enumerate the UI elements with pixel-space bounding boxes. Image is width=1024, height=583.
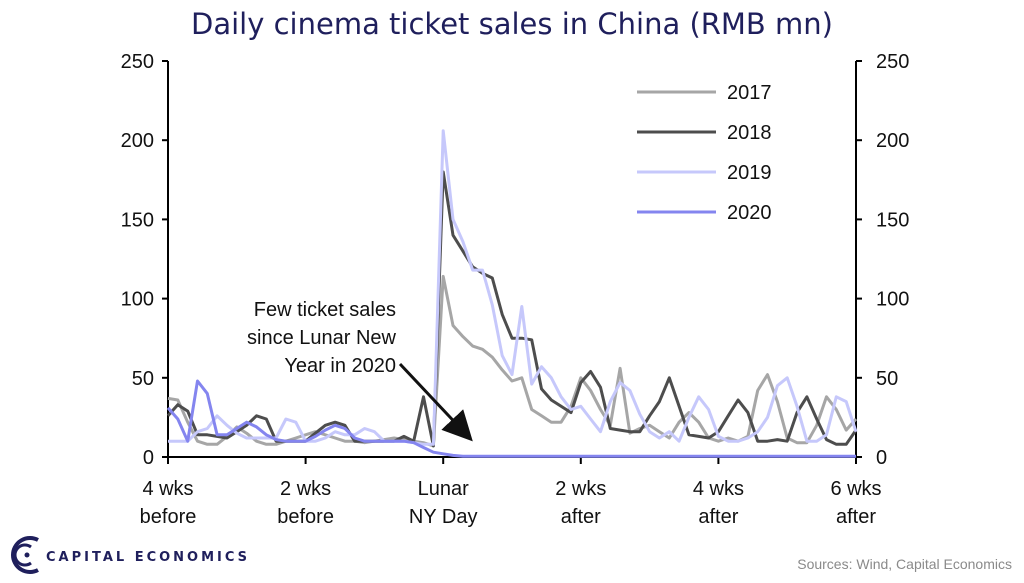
y-tick-left-label: 200	[121, 130, 154, 152]
y-tick-left-label: 0	[143, 447, 154, 469]
y-tick-right-label: 200	[876, 130, 909, 152]
annotation-line-1: Few ticket sales	[254, 299, 396, 321]
x-tick-label-line-1: 2 wks	[280, 478, 331, 500]
x-tick-label-line-2: before	[277, 506, 334, 528]
chart-title: Daily cinema ticket sales in China (RMB …	[191, 7, 833, 41]
source-note: Sources: Wind, Capital Economics	[797, 556, 1012, 572]
x-tick-label-line-2: after	[561, 506, 601, 528]
annotation-arrow	[398, 362, 473, 442]
x-tick-label-line-1: 6 wks	[830, 478, 881, 500]
legend-label-2017: 2017	[727, 82, 772, 104]
y-tick-right-label: 100	[876, 289, 909, 311]
x-tick-label-line-2: after	[698, 506, 738, 528]
x-axis: 4 wks before 2 wks before Lunar NY Day 2 wks af…	[140, 457, 882, 528]
x-tick-label-line-1: 4 wks	[693, 478, 744, 500]
series-line-2019	[168, 129, 858, 446]
y-tick-left-label: 250	[121, 51, 154, 73]
y-tick-right-label: 0	[876, 447, 887, 469]
annotation-line-3: Year in 2020	[284, 355, 396, 377]
capital-economics-logo: CAPITAL ECONOMICS	[11, 536, 250, 574]
y-axis-left: 0 50 100 150 200 250	[121, 51, 168, 469]
y-tick-left-label: 150	[121, 209, 154, 231]
logo-text: CAPITAL ECONOMICS	[46, 550, 250, 565]
legend-label-2019: 2019	[727, 162, 772, 184]
x-tick-label-line-2: NY Day	[409, 506, 478, 528]
series-group	[166, 129, 858, 458]
logo-mark-icon	[11, 536, 39, 574]
y-tick-right-label: 250	[876, 51, 909, 73]
annotation-line-2: since Lunar New	[247, 327, 397, 349]
x-tick-label-line-1: 2 wks	[555, 478, 606, 500]
legend-label-2020: 2020	[727, 202, 772, 224]
x-tick-label-line-2: after	[836, 506, 876, 528]
y-tick-left-label: 100	[121, 289, 154, 311]
y-tick-right-label: 50	[876, 368, 898, 390]
x-tick-label-line-1: Lunar	[418, 478, 469, 500]
y-tick-right-label: 150	[876, 209, 909, 231]
legend: 2017 2018 2019 2020	[637, 82, 772, 224]
y-tick-left-label: 50	[132, 368, 154, 390]
series-line-2020	[166, 379, 856, 458]
x-tick-label-line-1: 4 wks	[142, 478, 193, 500]
x-tick-label-line-2: before	[140, 506, 197, 528]
axes	[167, 61, 857, 458]
y-axis-right: 0 50 100 150 200 250	[856, 51, 909, 469]
legend-label-2018: 2018	[727, 122, 772, 144]
annotation: Few ticket sales since Lunar New Year in…	[247, 299, 473, 442]
